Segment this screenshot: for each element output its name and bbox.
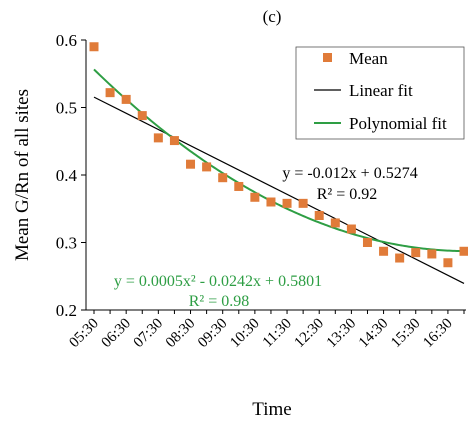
y-tick-label-1: 0.3 — [56, 234, 77, 253]
mean-point-2 — [121, 94, 131, 104]
mean-point-3 — [137, 111, 147, 121]
y-tick-label-4: 0.6 — [56, 31, 77, 50]
x-axis-label: Time — [252, 399, 291, 420]
mean-point-10 — [250, 192, 260, 202]
y-tick-label-2: 0.4 — [56, 166, 78, 185]
mean-point-0 — [89, 42, 99, 52]
mean-point-14 — [314, 211, 324, 220]
mean-point-12 — [282, 198, 292, 208]
mean-point-16 — [346, 224, 356, 234]
mean-point-20 — [411, 248, 421, 258]
mean-point-4 — [153, 133, 163, 143]
y-tick-label-3: 0.5 — [56, 99, 77, 118]
mean-point-9 — [234, 181, 244, 191]
mean-point-15 — [330, 218, 340, 228]
polynomial-fit-curve — [93, 68, 465, 253]
mean-point-6 — [186, 159, 196, 169]
x-tick-label-2: 07:30 — [131, 316, 166, 351]
x-tick-label-1: 06:30 — [99, 316, 134, 351]
x-tick-label-11: 16:30 — [420, 316, 455, 351]
mean-point-19 — [395, 253, 405, 263]
x-tick-label-5: 10:30 — [227, 316, 262, 351]
mean-point-18 — [379, 246, 389, 256]
legend-poly-label: Polynomial fit — [349, 114, 447, 133]
mean-point-11 — [266, 197, 276, 207]
poly-r2: R² = 0.98 — [189, 293, 250, 310]
x-tick-label-4: 09:30 — [195, 316, 230, 351]
linear-fit-line — [93, 96, 465, 284]
x-tick-label-6: 11:30 — [260, 316, 295, 351]
x-tick-label-9: 14:30 — [356, 316, 391, 351]
mean-point-13 — [298, 198, 308, 208]
x-tick-label-7: 12:30 — [292, 316, 327, 351]
x-tick-label-8: 13:30 — [324, 316, 359, 351]
mean-point-8 — [218, 173, 228, 183]
x-tick-label-0: 05:30 — [66, 316, 101, 351]
x-tick-label-3: 08:30 — [163, 316, 198, 351]
legend-linear-label: Linear fit — [349, 81, 413, 100]
linear-r2: R² = 0.92 — [317, 186, 378, 203]
legend-mean-label: Mean — [349, 49, 388, 68]
poly-equation: y = 0.0005x² - 0.0242x + 0.5801 — [114, 273, 322, 290]
mean-point-5 — [169, 136, 179, 146]
x-tick-label-10: 15:30 — [388, 316, 423, 351]
mean-point-17 — [362, 238, 372, 247]
mean-point-1 — [105, 88, 115, 98]
mean-point-22 — [443, 258, 453, 268]
legend: Mean Linear fit Polynomial fit — [295, 46, 465, 140]
mean-point-21 — [427, 249, 437, 259]
linear-equation: y = -0.012x + 0.5274 — [282, 165, 417, 182]
mean-point-23 — [459, 246, 468, 256]
legend-mean-marker — [323, 53, 332, 62]
chart-title: (c) — [263, 7, 282, 26]
mean-point-7 — [202, 162, 212, 172]
y-tick-label-0: 0.2 — [56, 301, 77, 320]
y-axis-label: Mean G/Rn of all sites — [12, 89, 33, 261]
